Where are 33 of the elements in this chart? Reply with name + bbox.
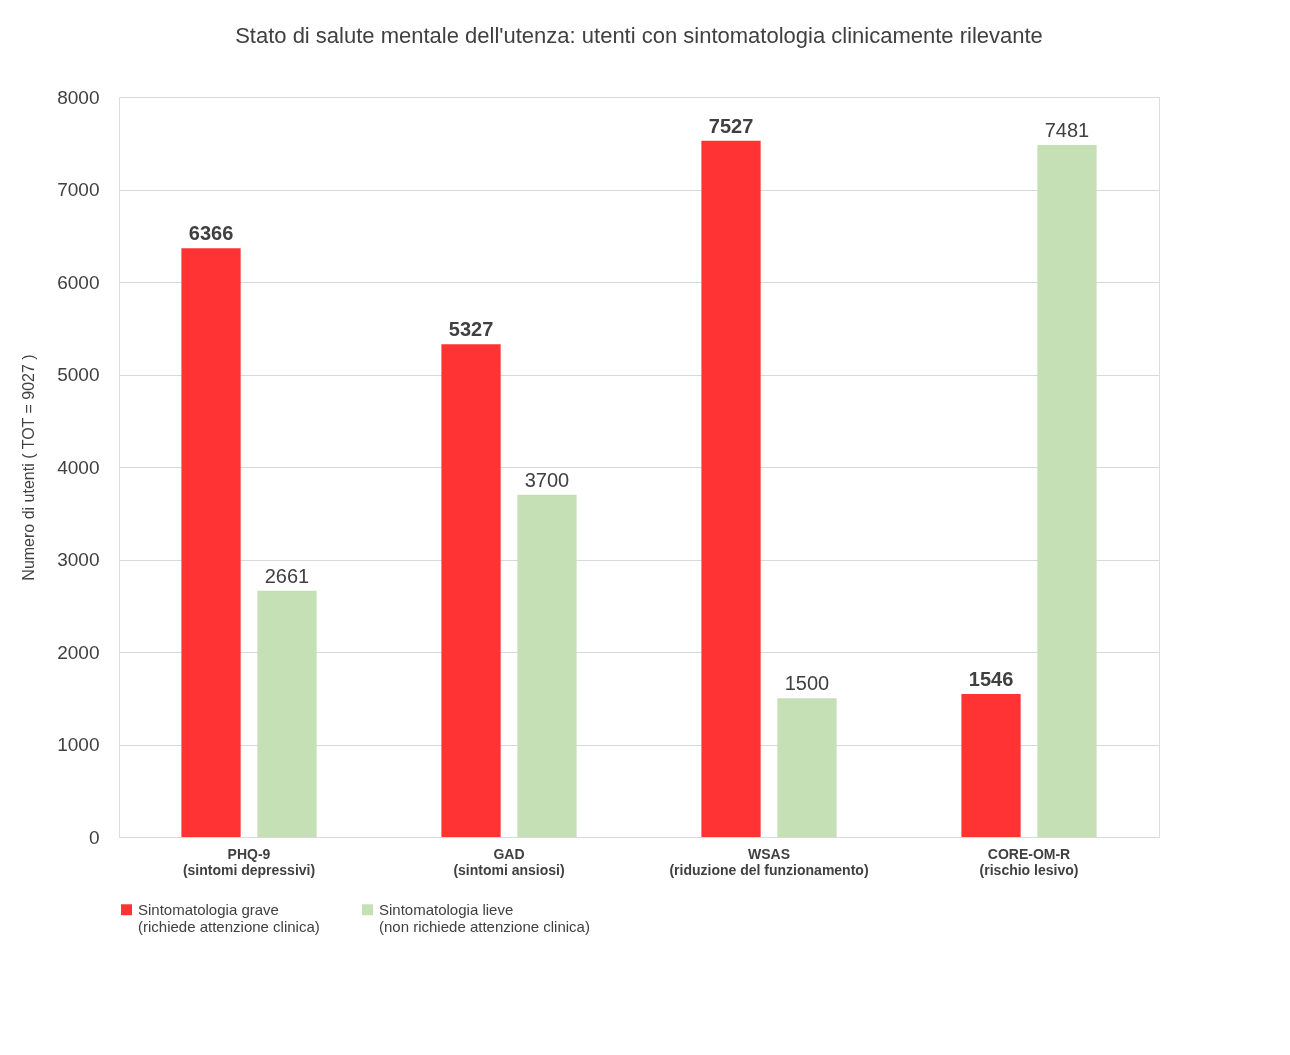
data-label: 6366 [188, 222, 234, 245]
data-label: 7481 [1044, 119, 1090, 142]
legend-label: Sintomatologia lieve (non richiede attenzione clinica) [379, 900, 590, 935]
x-tick-label: WSAS (riduzione del funzionamento) [669, 845, 869, 878]
bar [517, 494, 577, 837]
x-tick-label: CORE-OM-R (rischio lesivo) [979, 845, 1079, 878]
y-tick-label: 7000 [57, 179, 100, 200]
data-label: 5327 [448, 318, 494, 341]
data-label: 1546 [968, 667, 1014, 690]
y-tick-label: 4000 [57, 456, 100, 478]
y-tick-label: 8000 [57, 86, 100, 108]
bar [777, 698, 837, 837]
bar [1037, 145, 1097, 837]
bar [181, 248, 241, 837]
data-label: 3700 [524, 468, 570, 491]
legend-label: Sintomatologia grave (richiede attenzione clinica) [138, 900, 320, 935]
x-tick-label: GAD (sintomi ansiosi) [453, 845, 565, 878]
y-axis-title: Numero di utenti ( TOT = 9027 ) [20, 354, 38, 581]
bar [701, 140, 761, 837]
bar [257, 590, 317, 837]
y-tick-label: 5000 [57, 364, 100, 385]
y-tick-label: 6000 [57, 271, 100, 293]
x-tick-label: PHQ-9 (sintomi depressivi) [182, 845, 316, 878]
chart-title: Stato di salute mentale dell'utenza: utenti con sintomatologia clinicamente rilevante [235, 23, 1043, 48]
data-label: 1500 [784, 672, 830, 695]
bar [961, 694, 1021, 837]
data-label: 2661 [264, 564, 310, 587]
y-tick-label: 0 [88, 826, 100, 848]
bar [441, 344, 501, 837]
y-tick-label: 3000 [57, 549, 100, 570]
y-tick-label: 1000 [57, 734, 100, 755]
y-tick-label: 2000 [57, 641, 100, 663]
data-label: 7527 [708, 114, 754, 137]
